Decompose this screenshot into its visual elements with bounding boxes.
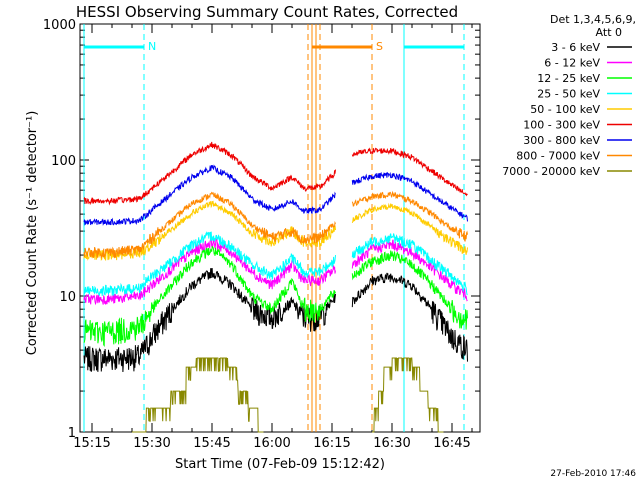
y-tick-label: 1000 (43, 18, 76, 33)
series-line (132, 357, 444, 433)
flag-label: S (376, 40, 383, 53)
legend-label: 800 - 7000 keV (516, 150, 600, 163)
plot-frame (79, 23, 481, 433)
y-tick-label: 100 (51, 154, 76, 169)
x-tick-label: 16:30 (373, 436, 410, 451)
timestamp-label: 27-Feb-2010 17:46 (550, 469, 636, 479)
legend-label: 100 - 300 keV (523, 119, 600, 132)
legend-label: 25 - 50 keV (537, 88, 600, 101)
legend-label: 50 - 100 keV (530, 103, 600, 116)
legend: 3 - 6 keV 6 - 12 keV 12 - 25 keV 25 - 50 ke… (502, 41, 632, 178)
x-tick-label: 16:15 (313, 436, 350, 451)
legend-header-line-2: Att 0 (596, 26, 622, 39)
series-line (83, 246, 468, 348)
legend-label: 6 - 12 keV (544, 57, 600, 70)
x-tick-label: 15:30 (133, 436, 170, 451)
y-tick-label: 10 (59, 290, 76, 305)
y-axis-label: Corrected Count Rate (s⁻¹ detector⁻¹) (25, 111, 40, 356)
y-tick-label: 1 (68, 426, 76, 441)
legend-label: 12 - 25 keV (537, 72, 600, 85)
series-line (83, 267, 468, 373)
series-line (83, 141, 468, 206)
x-axis-label: Start Time (07-Feb-09 15:12:42) (175, 457, 385, 472)
legend-label: 3 - 6 keV (551, 41, 600, 54)
x-tick-label: 15:15 (73, 436, 110, 451)
plot-area: 1 10 100 1000 15:15 15:30 15:45 16:00 16:15 16:30… (43, 18, 481, 451)
x-tick-label: 16:45 (433, 436, 470, 451)
legend-header-line-1: Det 1,3,4,5,6,9, (550, 13, 636, 26)
legend-label: 300 - 800 keV (523, 134, 600, 147)
legend-label: 7000 - 20000 keV (502, 165, 600, 178)
series-line (83, 164, 468, 226)
series-line (83, 231, 468, 297)
x-tick-label: 15:45 (193, 436, 230, 451)
flag-label: N (148, 40, 156, 53)
x-tick-label: 16:00 (253, 436, 290, 451)
series-line (83, 190, 468, 259)
chart-title: HESSI Observing Summary Count Rates, Cor… (76, 3, 458, 21)
